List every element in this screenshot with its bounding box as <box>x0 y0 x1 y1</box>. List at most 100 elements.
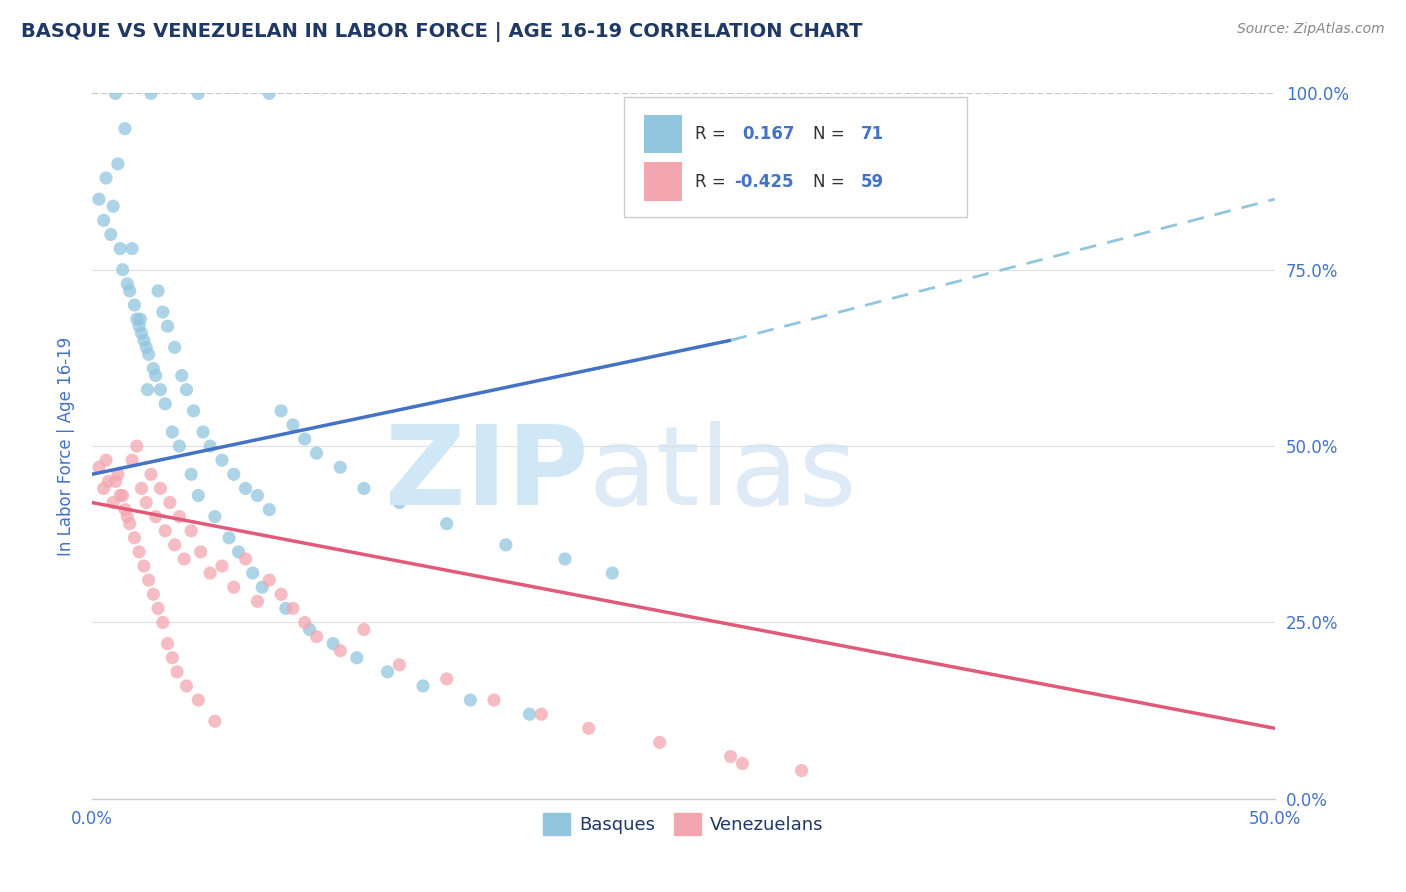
Point <box>146 601 169 615</box>
Point <box>135 340 157 354</box>
Point <box>136 383 159 397</box>
Point <box>482 693 505 707</box>
Point <box>93 213 115 227</box>
Point <box>166 665 188 679</box>
Point <box>149 383 172 397</box>
Point <box>125 439 148 453</box>
Point <box>104 87 127 101</box>
Text: BASQUE VS VENEZUELAN IN LABOR FORCE | AGE 16-19 CORRELATION CHART: BASQUE VS VENEZUELAN IN LABOR FORCE | AG… <box>21 22 863 42</box>
Point <box>118 516 141 531</box>
Point <box>460 693 482 707</box>
Point <box>132 333 155 347</box>
Point <box>190 545 212 559</box>
Point <box>530 707 553 722</box>
Point <box>388 657 411 672</box>
Point <box>198 439 221 453</box>
Point <box>110 488 132 502</box>
Point <box>153 524 176 538</box>
Text: R =: R = <box>695 172 731 191</box>
Point <box>222 467 245 482</box>
Point <box>329 460 352 475</box>
Text: 0.167: 0.167 <box>742 125 794 143</box>
Point <box>242 566 264 580</box>
Point <box>218 531 240 545</box>
Point <box>94 171 117 186</box>
Point <box>322 637 344 651</box>
Point <box>187 693 209 707</box>
Point <box>100 227 122 242</box>
Text: -0.425: -0.425 <box>734 172 793 191</box>
Point <box>169 439 191 453</box>
Point <box>204 714 226 729</box>
Point <box>156 319 179 334</box>
Point <box>101 495 124 509</box>
FancyBboxPatch shape <box>644 161 682 201</box>
Point <box>259 502 281 516</box>
Point <box>180 467 202 482</box>
Point <box>87 192 110 206</box>
Point <box>118 284 141 298</box>
Point <box>107 467 129 482</box>
Point <box>163 340 186 354</box>
Point <box>250 580 273 594</box>
Legend: Basques, Venezuelans: Basques, Venezuelans <box>536 806 831 843</box>
Point <box>176 383 198 397</box>
Point <box>97 475 120 489</box>
Text: R =: R = <box>695 125 737 143</box>
Point <box>146 284 169 298</box>
Point <box>377 665 399 679</box>
Point <box>139 467 162 482</box>
Point <box>235 482 257 496</box>
Point <box>152 615 174 630</box>
Point <box>176 679 198 693</box>
Point <box>436 516 458 531</box>
Point <box>145 509 167 524</box>
Point <box>153 397 176 411</box>
Point <box>211 559 233 574</box>
Point <box>259 87 281 101</box>
Point <box>388 495 411 509</box>
Point <box>270 404 292 418</box>
Point <box>131 482 153 496</box>
Point <box>149 482 172 496</box>
Point <box>117 277 139 291</box>
Point <box>183 404 205 418</box>
Point <box>298 623 321 637</box>
Point <box>211 453 233 467</box>
Point <box>790 764 813 778</box>
Point <box>121 242 143 256</box>
Point <box>162 425 184 439</box>
Point <box>578 721 600 735</box>
Point <box>117 509 139 524</box>
Point <box>554 552 576 566</box>
Point <box>142 587 165 601</box>
Point <box>163 538 186 552</box>
Text: 59: 59 <box>860 172 884 191</box>
Text: atlas: atlas <box>589 421 858 528</box>
Point <box>305 630 328 644</box>
Point <box>495 538 517 552</box>
Point <box>139 87 162 101</box>
Text: Source: ZipAtlas.com: Source: ZipAtlas.com <box>1237 22 1385 37</box>
Point <box>246 594 269 608</box>
Point <box>138 347 160 361</box>
Text: N =: N = <box>814 172 851 191</box>
Point <box>129 312 152 326</box>
Point <box>187 87 209 101</box>
Point <box>111 488 134 502</box>
Point <box>294 432 316 446</box>
Point <box>145 368 167 383</box>
Point <box>187 488 209 502</box>
Point <box>124 531 146 545</box>
Point <box>346 650 368 665</box>
FancyBboxPatch shape <box>644 114 682 153</box>
Point <box>152 305 174 319</box>
Point <box>104 475 127 489</box>
Point <box>131 326 153 341</box>
Point <box>94 453 117 467</box>
Point <box>600 566 623 580</box>
Point <box>235 552 257 566</box>
Point <box>138 573 160 587</box>
Point <box>142 361 165 376</box>
Point <box>648 735 671 749</box>
